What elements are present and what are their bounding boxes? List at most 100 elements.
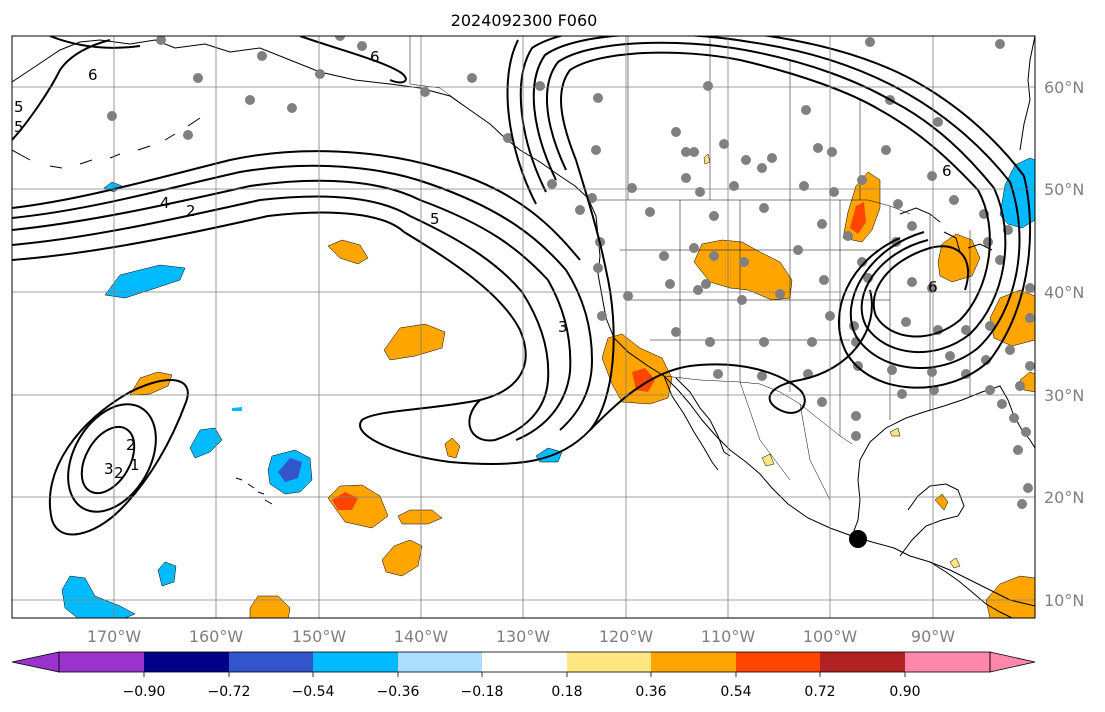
anomaly-negative-region bbox=[61, 575, 136, 618]
lon-label: 140°W bbox=[394, 627, 449, 646]
station-dot bbox=[693, 285, 703, 295]
station-dot bbox=[357, 41, 367, 51]
station-dot bbox=[709, 251, 719, 261]
anomaly-positive-region bbox=[601, 333, 673, 405]
station-dot bbox=[719, 139, 729, 149]
colorbar: −0.90 −0.72 −0.54 −0.36 −0.18 0.18 0.36 … bbox=[11, 651, 1036, 700]
contour-label: 6 bbox=[370, 48, 380, 66]
station-dot bbox=[1025, 283, 1035, 293]
station-dot bbox=[701, 279, 711, 289]
station-dot bbox=[420, 87, 430, 97]
baja-coastline bbox=[663, 375, 731, 471]
colorbar-segment bbox=[905, 652, 990, 672]
anomaly-positive-region bbox=[332, 492, 358, 510]
station-dot bbox=[817, 219, 827, 229]
colorbar-segment bbox=[144, 652, 229, 672]
station-dot bbox=[927, 367, 937, 377]
anomaly-positive-region bbox=[937, 233, 981, 283]
station-dot bbox=[949, 195, 959, 205]
us-mexico-border bbox=[663, 375, 853, 445]
station-dot bbox=[775, 289, 785, 299]
station-dot bbox=[193, 73, 203, 83]
anomaly-negative-region bbox=[189, 427, 223, 459]
anomaly-positive-region bbox=[850, 202, 866, 234]
station-dot bbox=[897, 389, 907, 399]
station-dots bbox=[107, 36, 1035, 509]
anomaly-positive-region bbox=[985, 575, 1035, 618]
north-america-coastline bbox=[12, 39, 1035, 607]
lon-label: 170°W bbox=[87, 627, 142, 646]
colorbar-segment bbox=[651, 652, 736, 672]
station-dot bbox=[983, 237, 993, 247]
station-dot bbox=[1017, 499, 1027, 509]
anomaly-positive-region bbox=[949, 557, 961, 569]
gridlines bbox=[12, 36, 1035, 618]
station-dot bbox=[851, 411, 861, 421]
station-dot bbox=[995, 255, 1005, 265]
station-dot bbox=[801, 105, 811, 115]
station-dot bbox=[623, 291, 633, 301]
station-dot bbox=[107, 111, 117, 121]
colorbar-tick-label: −0.18 bbox=[461, 684, 504, 700]
station-dot bbox=[995, 39, 1005, 49]
contour-line bbox=[515, 279, 572, 441]
anomaly-positive-region bbox=[761, 453, 775, 467]
station-dot bbox=[645, 207, 655, 217]
anomaly-positive-region bbox=[632, 368, 655, 392]
hawaii-islands bbox=[235, 477, 273, 505]
anomaly-positive-region bbox=[381, 539, 423, 577]
station-dot bbox=[907, 277, 917, 287]
station-dot bbox=[659, 251, 669, 261]
anomaly-negative-region bbox=[278, 458, 302, 482]
contour-line bbox=[506, 39, 537, 205]
lon-label: 130°W bbox=[496, 627, 551, 646]
contour-label: 3 bbox=[558, 318, 568, 336]
station-dot bbox=[593, 263, 603, 273]
station-dot bbox=[681, 147, 691, 157]
lon-label: 120°W bbox=[599, 627, 654, 646]
station-dot bbox=[627, 183, 637, 193]
station-dot bbox=[1025, 313, 1035, 323]
station-dot bbox=[671, 127, 681, 137]
colorbar-tick-label: 0.18 bbox=[551, 684, 582, 700]
colorbar-extend-right bbox=[989, 651, 1036, 673]
station-dot bbox=[467, 73, 477, 83]
colorbar-extend-left bbox=[11, 651, 60, 673]
contour-line bbox=[299, 36, 407, 84]
station-dot bbox=[1009, 413, 1019, 423]
station-dot bbox=[813, 143, 823, 153]
station-dot bbox=[759, 337, 769, 347]
mexico-state-border bbox=[739, 381, 831, 501]
great-lakes bbox=[899, 207, 993, 253]
station-dot bbox=[245, 95, 255, 105]
contour-line bbox=[359, 159, 615, 466]
contour-label: 2 bbox=[114, 464, 124, 482]
station-dot bbox=[665, 279, 675, 289]
colorbar-tick-label: 0.54 bbox=[720, 684, 751, 700]
station-dot bbox=[547, 179, 557, 189]
contour-line bbox=[532, 36, 1011, 183]
station-dot bbox=[827, 147, 837, 157]
colorbar-segment bbox=[59, 652, 144, 672]
anomaly-positive-region bbox=[703, 153, 711, 165]
highlight-marker bbox=[849, 530, 867, 548]
station-dot bbox=[729, 181, 739, 191]
lat-label: 50°N bbox=[1044, 180, 1084, 199]
station-dot bbox=[703, 81, 713, 91]
gulf-coastline bbox=[851, 385, 1035, 537]
station-dot bbox=[865, 37, 875, 47]
contour-line bbox=[519, 36, 1025, 193]
province-border bbox=[627, 36, 861, 200]
contour-line bbox=[546, 41, 995, 189]
station-dot bbox=[689, 147, 699, 157]
station-dot bbox=[535, 81, 545, 91]
station-dot bbox=[709, 211, 719, 221]
anomaly-positive-region bbox=[249, 595, 291, 618]
contour-line bbox=[860, 187, 1007, 354]
contour-lines bbox=[12, 36, 1032, 536]
station-dot bbox=[933, 117, 943, 127]
anomaly-positive-region bbox=[889, 427, 901, 437]
contour-line bbox=[12, 179, 549, 281]
contour-label: 4 bbox=[160, 194, 170, 212]
